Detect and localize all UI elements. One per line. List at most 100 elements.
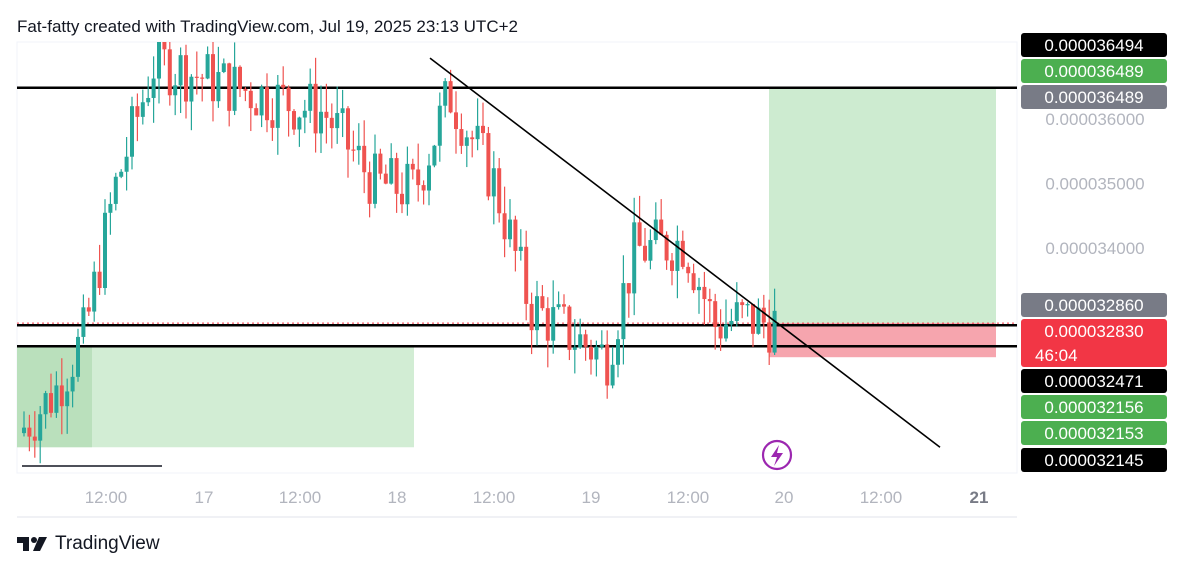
candle-body — [86, 307, 91, 312]
candle-body — [400, 193, 404, 205]
price-badge-label: 0.000032145 — [1044, 451, 1143, 470]
candle-body — [313, 83, 318, 134]
candle-body — [551, 307, 556, 341]
candle-body — [464, 137, 469, 146]
price-badge-label: 0.000032153 — [1044, 424, 1143, 443]
candle-body — [459, 129, 464, 146]
footer: TradingView — [17, 532, 160, 556]
candle-body — [491, 168, 496, 197]
candle-body — [410, 163, 415, 170]
candle-body — [437, 105, 442, 146]
candle-body — [605, 344, 610, 386]
x-axis: 12:00 17 12:00 18 12:00 19 12:00 20 12:00 21 — [85, 488, 989, 507]
price-badge-bg — [1021, 85, 1167, 109]
price-badge: 0.000032153 — [1021, 421, 1167, 445]
candle-body — [308, 83, 313, 111]
x-tick-label: 18 — [388, 488, 407, 507]
candle-body — [443, 81, 448, 106]
candle-body — [113, 176, 118, 204]
candle-body — [184, 55, 188, 102]
y-axis: 0.000036000 0.000035000 0.000034000 — [1045, 110, 1144, 258]
candle-body — [734, 302, 739, 321]
candle-body — [173, 85, 178, 96]
candle-body — [497, 168, 502, 214]
candle-body — [270, 120, 275, 128]
candle-body — [275, 84, 280, 128]
candle-body — [724, 324, 728, 339]
lightning-icon-bolt — [771, 445, 783, 466]
candle-body — [664, 234, 669, 261]
chart-header: Fat-fatty created with TradingView.com, … — [17, 17, 518, 36]
candle-body — [486, 133, 491, 197]
x-tick-label: 12:00 — [85, 488, 128, 507]
candle-body — [475, 125, 480, 140]
candle-body — [767, 322, 772, 353]
price-badge: 0.000036494 — [1021, 33, 1167, 57]
candle-body — [178, 55, 183, 86]
candle-body — [535, 296, 539, 331]
candle-body — [740, 302, 745, 306]
candle-body — [772, 310, 777, 353]
price-badge-label: 0.000032471 — [1044, 372, 1143, 391]
candle-body — [329, 117, 334, 129]
candles — [22, 42, 777, 464]
candle-body — [124, 156, 129, 172]
candle-body — [454, 112, 458, 130]
candle-body — [22, 427, 26, 434]
x-tick-label: 12:00 — [473, 488, 516, 507]
horizontal-levels — [17, 86, 1017, 348]
x-tick-label: 20 — [775, 488, 794, 507]
tradingview-logo-icon — [17, 537, 47, 551]
price-badge-label: 0.000036494 — [1044, 36, 1143, 55]
candle-body — [637, 222, 642, 246]
lightning-icon[interactable] — [761, 439, 793, 471]
candle-body — [340, 108, 345, 114]
x-tick-label: 17 — [195, 488, 214, 507]
downtrend-line — [429, 57, 941, 448]
candle-body — [373, 153, 377, 204]
candle-body — [643, 245, 647, 261]
candle-body — [524, 246, 529, 304]
candle-body — [356, 145, 361, 151]
candle-body — [502, 213, 507, 240]
candle-body — [167, 49, 172, 96]
candle-body — [448, 81, 453, 113]
candle-body — [578, 334, 583, 348]
candle-body — [259, 87, 264, 116]
candle-body — [346, 108, 350, 150]
candle-body — [405, 163, 410, 205]
candle-body — [211, 54, 215, 102]
candle-body — [518, 246, 523, 251]
candle-body — [108, 203, 113, 213]
candle-body — [432, 145, 437, 166]
candle-body — [232, 66, 237, 111]
candle-body — [621, 283, 626, 340]
price-badge-bg — [1021, 59, 1167, 83]
candle-body — [545, 308, 550, 341]
candle-body — [216, 72, 221, 102]
candle-body — [200, 77, 205, 79]
candle-body — [427, 165, 431, 191]
candle-body — [481, 125, 485, 134]
candle-body — [745, 304, 750, 306]
candle-body — [513, 219, 518, 251]
candle-body — [675, 240, 680, 271]
candle-body — [761, 307, 766, 323]
candle-body — [697, 286, 701, 291]
candle-body — [632, 222, 637, 294]
price-badges: 0.000036494 0.000036489 0.000036489 0.00003… — [1021, 33, 1167, 472]
candle-body — [238, 66, 242, 89]
price-badge-label: 0.000032156 — [1044, 398, 1143, 417]
plot-frame — [16, 41, 1018, 474]
candle-body — [135, 106, 140, 117]
candle-body — [81, 307, 86, 337]
candle-body — [594, 346, 599, 360]
candle-body — [421, 185, 426, 191]
candle-body — [567, 306, 572, 350]
price-badge: 0.000036489 — [1021, 85, 1167, 109]
target-zone — [769, 87, 996, 324]
candle-body — [292, 111, 296, 130]
trend-line[interactable] — [429, 57, 941, 448]
price-badge: 0.000032471 — [1021, 369, 1167, 393]
